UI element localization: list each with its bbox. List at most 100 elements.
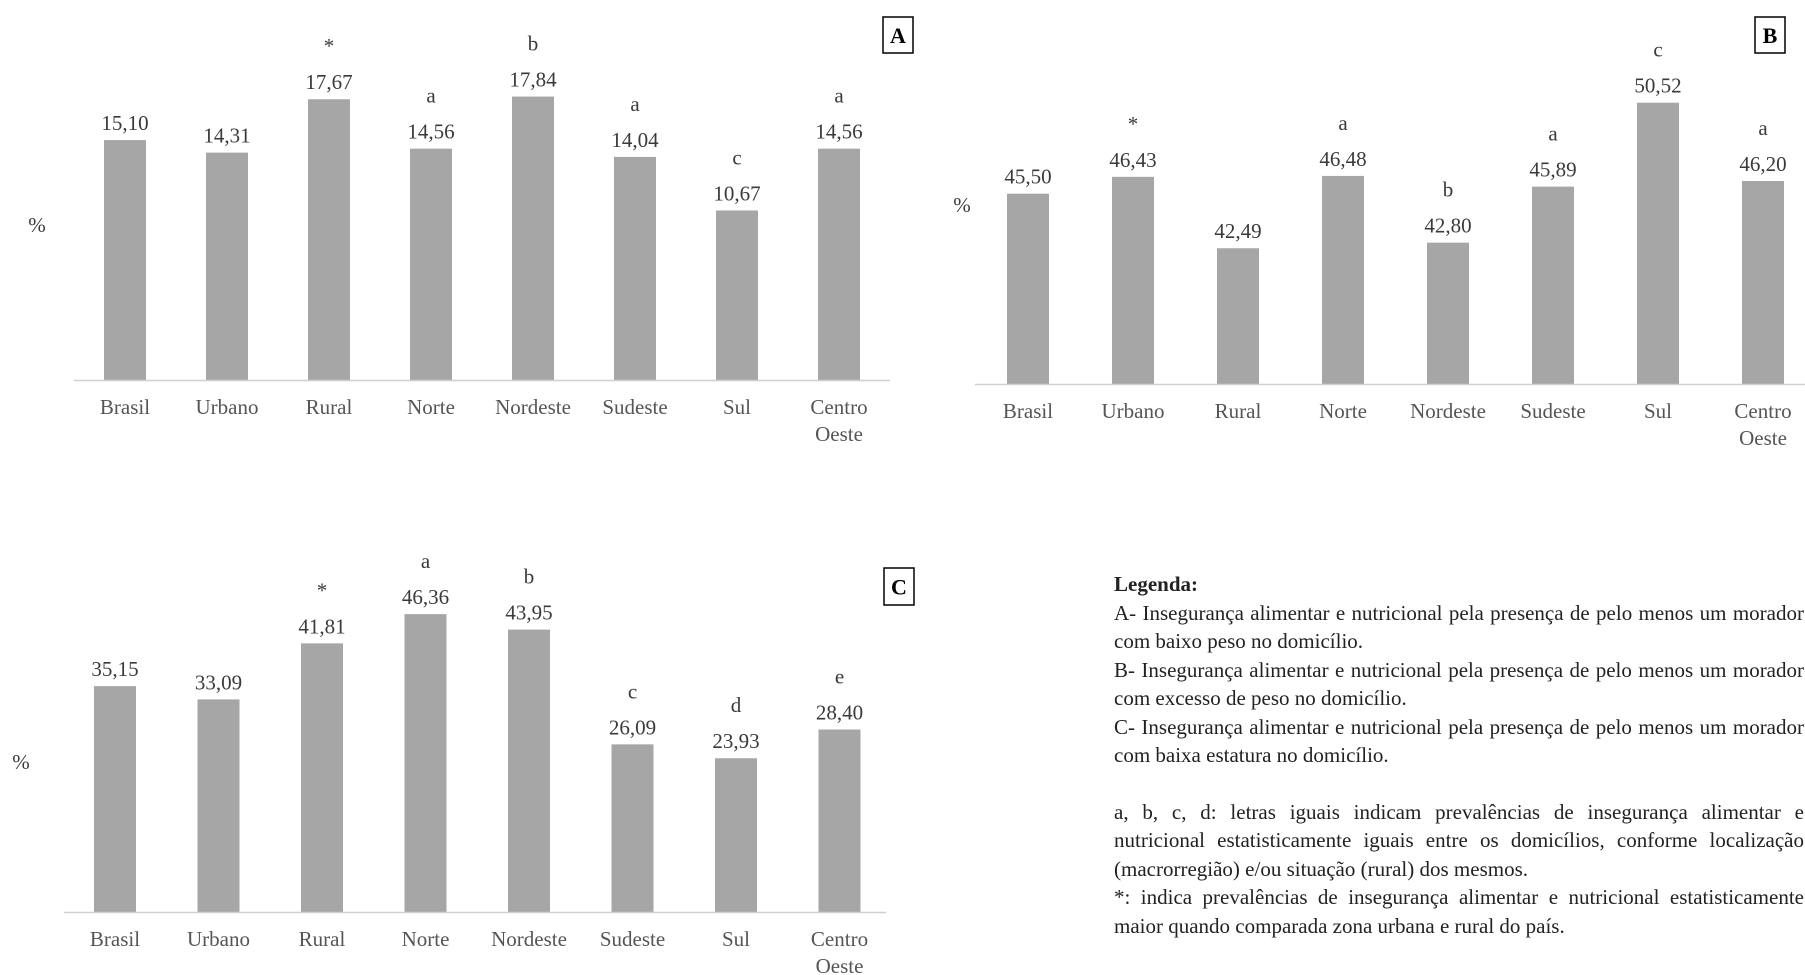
panel-box-C [883,567,915,606]
category-label-B-1: Brasil [1003,399,1053,423]
value-label-B-3: 42,49 [1214,219,1261,243]
category-label-B-5: Nordeste [1410,399,1486,423]
value-label-C-7: 23,93 [712,729,759,753]
value-label-C-4: 46,36 [402,585,449,609]
marker-A-4: a [426,84,436,108]
marker-B-4: a [1338,111,1348,135]
value-label-A-7: 10,67 [713,181,760,205]
bar-B-3 [1217,248,1259,384]
category-label-A-6: Sudeste [602,395,667,419]
value-label-C-5: 43,95 [505,601,552,625]
legend-line-b: B- Insegurança alimentar e nutricional p… [1114,657,1804,711]
marker-B-2: * [1128,112,1139,136]
marker-C-8: e [835,665,844,689]
y-axis-label-C: % [12,750,30,774]
category-label-B-3: Rural [1215,399,1262,423]
panel-letter-B: B [1763,23,1778,48]
category-label-A-1: Brasil [100,395,150,419]
value-label-A-4: 14,56 [407,120,454,144]
bar-A-5 [512,96,554,380]
category-label-C-3: Rural [299,927,346,951]
value-label-B-8: 46,20 [1739,152,1786,176]
legend-line-a: A- Insegurança alimentar e nutricional p… [1114,600,1804,654]
marker-C-3: * [317,578,328,602]
category-label-C-5: Nordeste [491,927,567,951]
value-label-B-1: 45,50 [1004,165,1051,189]
marker-A-8: a [834,84,844,108]
category-label-A-8: Oeste [815,422,863,446]
value-label-A-2: 14,31 [203,124,250,148]
bar-A-4 [410,148,452,380]
legend-asterisk-note: *: indica prevalências de insegurança al… [1114,885,1804,938]
legend-title: Legenda: [1114,572,1198,596]
value-label-C-8: 28,40 [816,701,863,725]
category-label-C-4: Norte [402,927,450,951]
legend-box: Legenda: A- Insegurança alimentar e nutr… [1114,570,1804,940]
legend-line-c: C- Insegurança alimentar e nutricional p… [1114,714,1804,768]
bar-A-2 [206,152,248,380]
y-axis-label-A: % [28,213,46,237]
bar-A-3 [308,99,350,380]
marker-B-7: c [1653,38,1662,62]
bar-C-6 [611,744,654,912]
bar-C-4 [404,614,447,912]
bar-B-1 [1007,193,1049,384]
category-label-B-2: Urbano [1102,399,1165,423]
marker-C-4: a [421,549,431,573]
marker-C-7: d [731,693,742,717]
bar-C-2 [197,699,240,912]
y-axis-label-B: % [953,193,971,217]
bar-B-8 [1742,181,1784,384]
bar-C-1 [94,686,136,912]
category-label-C-1: Brasil [90,927,140,951]
category-label-C-8: Centro [811,927,868,951]
marker-C-5: b [524,565,535,589]
category-label-A-4: Norte [407,395,455,419]
bar-A-8 [818,148,860,380]
category-label-A-5: Nordeste [495,395,571,419]
category-label-A-8: Centro [810,395,867,419]
category-label-A-2: Urbano [196,395,259,419]
category-label-B-4: Norte [1319,399,1367,423]
bar-C-3 [301,643,343,912]
bar-B-6 [1532,186,1574,384]
category-label-B-8: Oeste [1739,426,1787,450]
category-label-B-7: Sul [1644,399,1672,423]
marker-A-3: * [324,34,335,58]
marker-B-6: a [1548,122,1558,146]
panel-box-B [1754,16,1786,54]
value-label-B-2: 46,43 [1109,148,1156,172]
value-label-B-6: 45,89 [1529,158,1576,182]
value-label-A-8: 14,56 [815,120,862,144]
legend-letters-note: a, b, c, d: letras iguais indicam preval… [1114,799,1804,881]
category-label-C-8: Oeste [816,954,864,975]
value-label-A-6: 14,04 [611,128,659,152]
value-label-B-7: 50,52 [1634,74,1681,98]
bar-C-5 [508,629,550,912]
category-label-A-7: Sul [723,395,751,419]
bar-B-7 [1637,102,1679,384]
category-label-A-3: Rural [306,395,353,419]
value-label-B-5: 42,80 [1424,214,1471,238]
bar-C-8 [818,729,861,912]
value-label-A-5: 17,84 [509,68,557,92]
marker-B-8: a [1758,116,1768,140]
marker-A-7: c [732,145,741,169]
value-label-A-3: 17,67 [305,70,352,94]
value-label-C-1: 35,15 [91,657,138,681]
category-label-C-2: Urbano [187,927,250,951]
bar-B-4 [1322,175,1364,384]
marker-A-6: a [630,92,640,116]
category-label-B-8: Centro [1734,399,1791,423]
bar-B-5 [1427,242,1469,384]
bar-A-7 [716,210,758,380]
panel-letter-C: C [891,575,907,600]
value-label-C-2: 33,09 [195,670,242,694]
bar-A-6 [614,156,656,380]
category-label-B-6: Sudeste [1520,399,1585,423]
value-label-C-6: 26,09 [609,715,656,739]
value-label-C-3: 41,81 [298,614,345,638]
bar-C-7 [715,758,757,912]
bar-B-2 [1112,176,1154,384]
